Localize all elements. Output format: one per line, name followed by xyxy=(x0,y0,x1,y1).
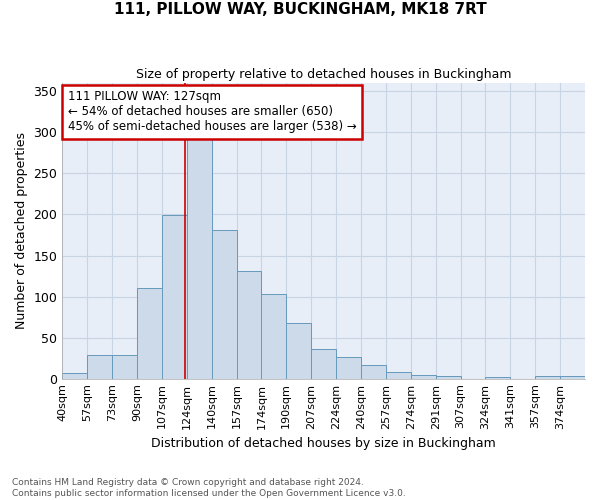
Bar xyxy=(262,294,286,378)
Title: Size of property relative to detached houses in Buckingham: Size of property relative to detached ho… xyxy=(136,68,511,80)
Bar xyxy=(361,364,386,378)
Bar xyxy=(62,373,87,378)
Bar xyxy=(485,377,511,378)
Text: 111, PILLOW WAY, BUCKINGHAM, MK18 7RT: 111, PILLOW WAY, BUCKINGHAM, MK18 7RT xyxy=(113,2,487,18)
Y-axis label: Number of detached properties: Number of detached properties xyxy=(15,132,28,330)
Bar xyxy=(411,374,436,378)
Bar xyxy=(236,271,262,378)
X-axis label: Distribution of detached houses by size in Buckingham: Distribution of detached houses by size … xyxy=(151,437,496,450)
Bar xyxy=(436,376,461,378)
Bar xyxy=(187,138,212,378)
Bar xyxy=(212,230,236,378)
Bar xyxy=(137,288,162,378)
Bar xyxy=(535,376,560,378)
Bar xyxy=(386,372,411,378)
Bar xyxy=(311,349,336,378)
Bar xyxy=(112,355,137,378)
Bar xyxy=(162,216,187,378)
Bar xyxy=(336,358,361,378)
Bar xyxy=(560,376,585,378)
Bar xyxy=(87,355,112,378)
Text: Contains HM Land Registry data © Crown copyright and database right 2024.
Contai: Contains HM Land Registry data © Crown c… xyxy=(12,478,406,498)
Bar xyxy=(286,323,311,378)
Text: 111 PILLOW WAY: 127sqm
← 54% of detached houses are smaller (650)
45% of semi-de: 111 PILLOW WAY: 127sqm ← 54% of detached… xyxy=(68,90,356,134)
